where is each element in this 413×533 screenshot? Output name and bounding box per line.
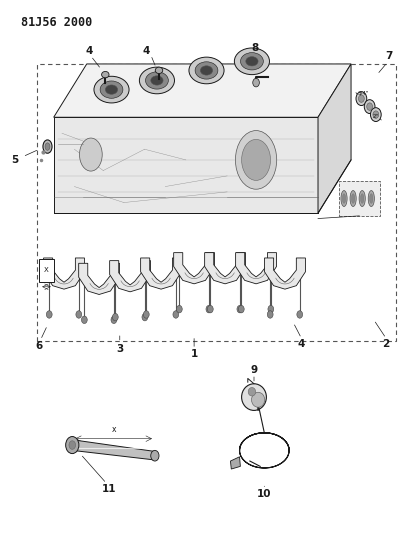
- Circle shape: [151, 450, 159, 461]
- Bar: [339, 181, 380, 216]
- Circle shape: [207, 305, 213, 313]
- Ellipse shape: [43, 140, 52, 154]
- Polygon shape: [230, 457, 240, 469]
- Circle shape: [143, 311, 149, 318]
- Circle shape: [173, 311, 179, 318]
- Circle shape: [373, 111, 379, 118]
- Ellipse shape: [351, 193, 355, 204]
- Ellipse shape: [151, 76, 163, 85]
- Ellipse shape: [342, 193, 346, 204]
- Circle shape: [267, 311, 273, 318]
- Polygon shape: [72, 440, 155, 460]
- Ellipse shape: [252, 392, 265, 407]
- Text: 5: 5: [11, 155, 18, 165]
- Text: x: x: [112, 425, 116, 434]
- Circle shape: [364, 100, 375, 114]
- Ellipse shape: [240, 53, 263, 70]
- Text: 81J56 2000: 81J56 2000: [21, 16, 92, 29]
- Polygon shape: [110, 261, 150, 292]
- Ellipse shape: [145, 72, 169, 89]
- Ellipse shape: [155, 67, 163, 74]
- Circle shape: [66, 437, 79, 454]
- Circle shape: [206, 305, 212, 313]
- Text: 3: 3: [116, 344, 123, 354]
- Ellipse shape: [248, 387, 256, 396]
- Circle shape: [356, 92, 367, 106]
- Ellipse shape: [370, 193, 373, 204]
- Ellipse shape: [189, 57, 224, 84]
- Circle shape: [238, 305, 244, 313]
- Circle shape: [142, 313, 148, 321]
- Ellipse shape: [235, 131, 277, 189]
- Ellipse shape: [100, 81, 123, 98]
- Ellipse shape: [102, 71, 109, 78]
- Ellipse shape: [94, 76, 129, 103]
- Polygon shape: [54, 117, 318, 213]
- Ellipse shape: [359, 191, 366, 207]
- Text: 2: 2: [382, 339, 390, 349]
- Text: 6: 6: [36, 342, 43, 351]
- Polygon shape: [79, 263, 120, 294]
- Polygon shape: [235, 253, 277, 284]
- Circle shape: [76, 311, 82, 318]
- Circle shape: [46, 311, 52, 318]
- Ellipse shape: [105, 85, 118, 94]
- Polygon shape: [318, 64, 351, 213]
- Polygon shape: [265, 258, 306, 289]
- Ellipse shape: [368, 191, 375, 207]
- Text: 2": 2": [373, 114, 379, 119]
- Bar: [39, 259, 54, 282]
- Circle shape: [81, 316, 87, 324]
- Circle shape: [268, 305, 274, 313]
- Ellipse shape: [139, 67, 175, 94]
- Text: 7: 7: [385, 51, 393, 61]
- Text: 3/4": 3/4": [357, 91, 369, 96]
- Ellipse shape: [246, 56, 258, 66]
- Text: 4: 4: [85, 46, 93, 55]
- Circle shape: [111, 316, 117, 324]
- Text: 1: 1: [190, 350, 198, 359]
- Polygon shape: [173, 253, 215, 284]
- Text: 8: 8: [251, 43, 259, 53]
- Text: 4: 4: [143, 46, 150, 55]
- Ellipse shape: [361, 193, 364, 204]
- Text: 9: 9: [250, 366, 258, 375]
- Circle shape: [237, 305, 243, 313]
- Ellipse shape: [235, 48, 270, 75]
- Ellipse shape: [350, 191, 356, 207]
- Text: X: X: [44, 268, 49, 273]
- Circle shape: [370, 108, 381, 122]
- Ellipse shape: [242, 384, 266, 410]
- Ellipse shape: [341, 191, 347, 207]
- Circle shape: [253, 78, 259, 87]
- Circle shape: [367, 103, 373, 110]
- Text: 11: 11: [102, 484, 117, 494]
- Ellipse shape: [45, 143, 50, 150]
- Circle shape: [297, 311, 303, 318]
- Circle shape: [112, 313, 118, 321]
- Text: 10: 10: [257, 489, 272, 499]
- Polygon shape: [141, 258, 182, 289]
- Ellipse shape: [242, 140, 271, 181]
- Ellipse shape: [200, 66, 213, 75]
- Circle shape: [358, 95, 364, 102]
- Polygon shape: [54, 64, 351, 117]
- Bar: [37, 64, 396, 341]
- Polygon shape: [44, 258, 85, 289]
- Ellipse shape: [79, 138, 102, 171]
- Polygon shape: [205, 253, 245, 284]
- Circle shape: [69, 441, 76, 449]
- Text: 4: 4: [298, 339, 305, 349]
- Circle shape: [176, 305, 182, 313]
- Ellipse shape: [195, 62, 218, 79]
